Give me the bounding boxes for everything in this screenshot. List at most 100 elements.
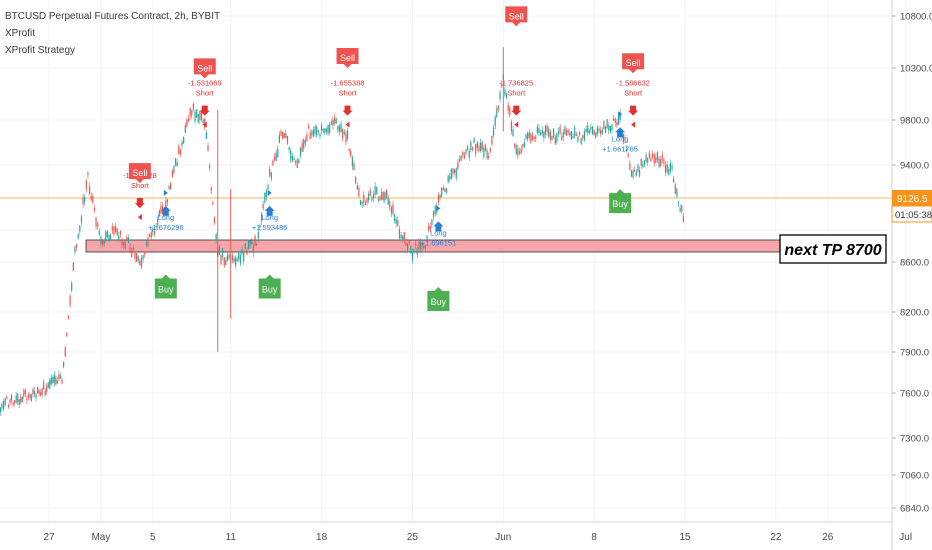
sell-signal-badge[interactable] — [505, 6, 528, 27]
candle-body — [166, 199, 169, 203]
candle-body — [85, 180, 87, 189]
candle-body — [40, 392, 42, 396]
sell-signal-badge[interactable] — [336, 48, 359, 68]
candle-body — [209, 165, 211, 168]
candle-body — [361, 201, 363, 205]
candle-body — [387, 197, 389, 205]
x-tick-label: Jul — [899, 532, 912, 543]
x-tick-label: 25 — [407, 532, 419, 543]
candle-body — [267, 184, 269, 190]
candle-body — [236, 259, 238, 262]
candle-body — [355, 177, 357, 184]
tp-annotation[interactable]: next TP 8700 — [779, 234, 887, 264]
candle-body — [10, 395, 13, 401]
candle-body — [126, 236, 128, 240]
buy-signal-badge[interactable] — [609, 189, 632, 214]
candle-body — [24, 389, 26, 395]
candle-body — [26, 398, 28, 401]
candle-body — [364, 203, 366, 205]
x-tick-label: 15 — [679, 532, 691, 543]
candle-body — [6, 396, 8, 399]
candle-body — [489, 147, 491, 152]
short-trade-label: Short — [339, 89, 358, 98]
candle-body — [580, 138, 582, 144]
long-arrow-icon — [264, 205, 275, 216]
candle-body — [254, 236, 256, 246]
tp-annotation-box — [779, 234, 887, 264]
candle-body — [41, 388, 43, 395]
candle-body — [100, 236, 102, 245]
candle-body — [30, 394, 33, 402]
exit-marker-icon — [514, 121, 519, 128]
indicator-xprofit-strategy[interactable]: XProfit Strategy — [5, 45, 76, 56]
candle-body — [69, 295, 71, 306]
sell-signal-badge[interactable] — [622, 53, 645, 74]
candle-body — [551, 135, 553, 141]
candle-body — [12, 402, 14, 405]
candle-body — [152, 228, 154, 233]
candle-body — [233, 258, 235, 262]
candle-body — [157, 219, 159, 226]
candle-body — [679, 207, 681, 212]
sell-signal-label: Sell — [197, 63, 212, 73]
short-trade-label: Short — [196, 89, 215, 98]
candle-body — [608, 125, 610, 131]
candle-body — [311, 131, 313, 136]
candle-body — [110, 235, 112, 241]
candle-body — [259, 225, 261, 228]
candle-body — [358, 187, 360, 197]
candle-body — [632, 170, 634, 178]
candle-body — [74, 246, 76, 253]
candle-body — [651, 153, 654, 157]
candle-body — [366, 198, 368, 203]
candle-body — [66, 333, 68, 336]
candle-body — [590, 127, 592, 130]
candle-body — [55, 376, 57, 385]
indicator-xprofit[interactable]: XProfit — [5, 28, 36, 39]
candle-body — [457, 162, 459, 169]
candle-body — [499, 92, 501, 100]
candle-body — [606, 119, 608, 128]
candle-body — [194, 111, 196, 122]
candle-body — [353, 163, 355, 170]
candle-body — [374, 186, 376, 195]
y-tick-label: 9400.0 — [900, 161, 929, 172]
gridlines — [0, 0, 907, 522]
short-trade-label: Short — [624, 89, 643, 98]
candle-body — [390, 207, 392, 214]
candle-body — [569, 132, 571, 136]
x-tick-label: 18 — [316, 532, 328, 543]
candle-body — [458, 158, 461, 163]
buy-signal-badge[interactable] — [258, 274, 281, 299]
buy-signal-label: Buy — [262, 285, 278, 295]
candle-body — [304, 140, 306, 144]
y-tick-label: 8600.0 — [900, 258, 929, 269]
long-trade-label: Long — [261, 213, 278, 222]
sell-signal-badge[interactable] — [128, 163, 151, 184]
sell-signal-badge[interactable] — [193, 58, 216, 79]
candle-body — [293, 158, 295, 161]
candle-body — [575, 133, 577, 136]
candle-body — [392, 204, 394, 214]
candle-body — [308, 125, 310, 128]
candle-body — [299, 148, 302, 156]
candle-body — [647, 158, 649, 163]
y-tick-label: 7060.0 — [900, 471, 929, 482]
buy-signal-badge[interactable] — [427, 287, 450, 311]
buy-signal-badge[interactable] — [154, 274, 177, 299]
candle-body — [196, 109, 198, 118]
candle-body — [197, 113, 199, 123]
candle-body — [671, 165, 673, 170]
candle-body — [165, 200, 167, 210]
candle-body — [58, 374, 60, 379]
candle-body — [15, 395, 17, 402]
candle-body — [406, 243, 409, 253]
candle-body — [189, 107, 191, 117]
candle-body — [557, 131, 560, 134]
candle-body — [437, 194, 439, 203]
exit-marker-icon — [631, 121, 636, 128]
candle-body — [35, 394, 37, 399]
y-tick-label: 7600.0 — [900, 389, 929, 400]
candle-body — [348, 148, 350, 151]
